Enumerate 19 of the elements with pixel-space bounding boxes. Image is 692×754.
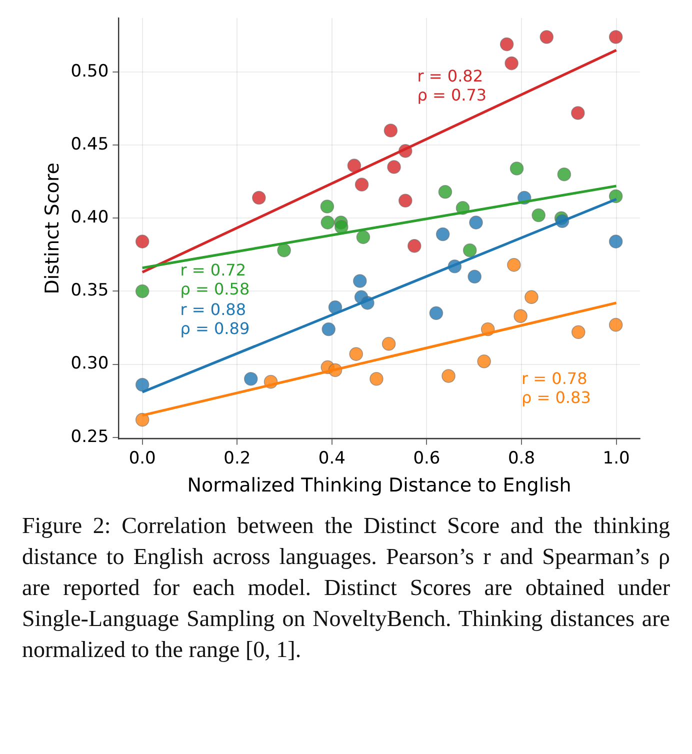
annotation: r = 0.78 ρ = 0.83 xyxy=(522,368,591,407)
x-axis-title: Normalized Thinking Distance to English xyxy=(187,474,572,497)
annotation: r = 0.72 ρ = 0.58 xyxy=(180,260,250,299)
y-tick-label: 0.50 xyxy=(70,61,109,82)
annotation: r = 0.88 ρ = 0.89 xyxy=(180,300,250,338)
y-tick-label: 0.45 xyxy=(70,134,109,155)
annotation: r = 0.82 ρ = 0.73 xyxy=(417,66,487,104)
x-tick-label: 0.4 xyxy=(318,448,346,468)
x-tick-label: 1.0 xyxy=(602,448,630,468)
x-tick-label: 0.0 xyxy=(128,448,156,468)
x-tick-label: 0.2 xyxy=(224,448,251,468)
caption: Figure 2: Correlation between the Distinct Score and the thinking distance to English across languages. Pearson’s r and Spearman’s ρ are reported for each model. Distinct Scores are obtained under Single-Language Sampling on NoveltyBench. Thinking distances are normalized to the range [0, 1]. xyxy=(21,512,671,664)
x-tick-label: 0.6 xyxy=(413,448,440,468)
y-tick-label: 0.40 xyxy=(70,208,109,228)
y-tick-label: 0.25 xyxy=(70,426,109,447)
y-axis-title: Distinct Score xyxy=(41,162,64,294)
y-tick-label: 0.30 xyxy=(70,354,109,374)
x-tick-label: 0.8 xyxy=(508,448,536,468)
y-tick-label: 0.35 xyxy=(70,280,109,301)
